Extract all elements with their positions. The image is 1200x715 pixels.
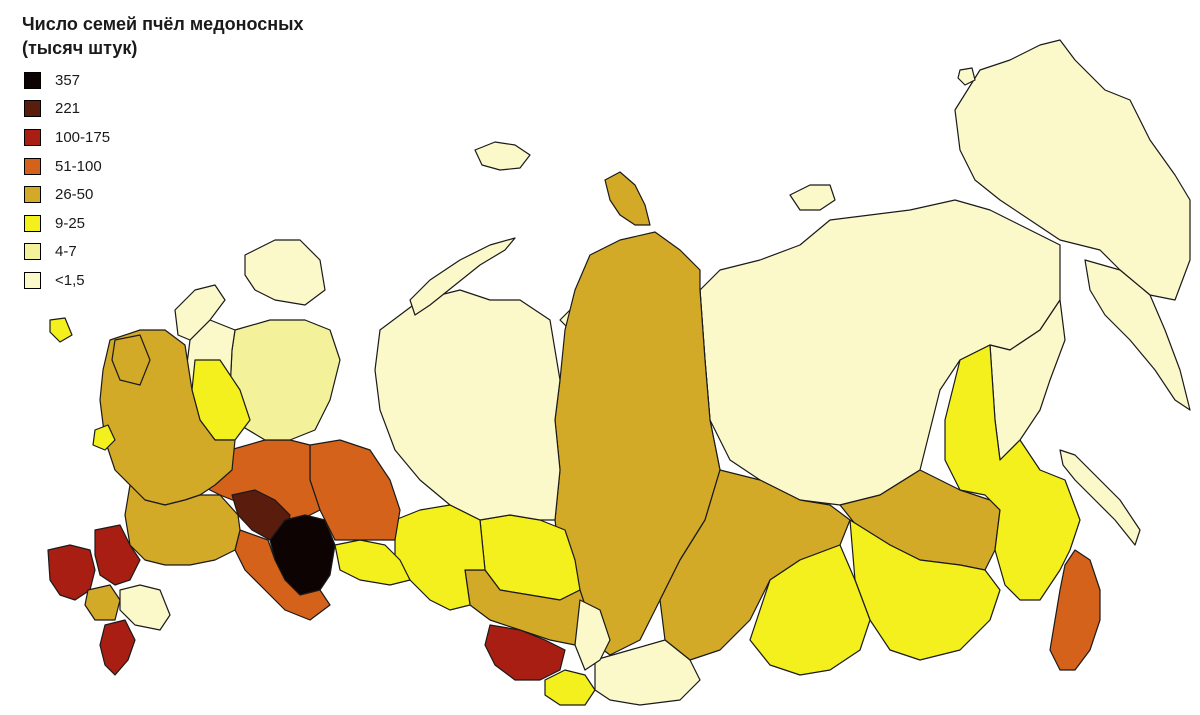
- legend-swatch: [24, 271, 41, 289]
- region-kola-islet[interactable]: [49, 317, 73, 343]
- legend-swatch: [24, 157, 41, 175]
- legend-swatch: [24, 186, 41, 204]
- region-kaliningrad[interactable]: [92, 424, 116, 451]
- legend-item: 100-175: [24, 123, 110, 152]
- legend-item: 9-25: [24, 209, 110, 238]
- region-tyva[interactable]: [594, 639, 701, 706]
- region-wrangel[interactable]: [957, 67, 976, 86]
- region-volga[interactable]: [124, 484, 241, 566]
- region-buryatia[interactable]: [749, 544, 871, 676]
- region-altai-rep[interactable]: [544, 669, 596, 706]
- legend-label: 100-175: [55, 128, 111, 146]
- legend-swatch: [24, 100, 41, 118]
- region-kalmykia[interactable]: [119, 584, 171, 631]
- legend-label: 51-100: [55, 157, 102, 175]
- region-khakasia[interactable]: [574, 599, 611, 671]
- region-murmansk[interactable]: [244, 239, 326, 306]
- legend-label: 221: [55, 100, 81, 118]
- title-line-1: Число семей пчёл медоносных: [22, 14, 304, 34]
- legend-swatch: [24, 243, 41, 261]
- map-title: Число семей пчёл медоносных (тысяч штук): [22, 12, 304, 60]
- region-severnaya-zemlya[interactable]: [604, 171, 651, 226]
- region-stavropol[interactable]: [84, 584, 121, 621]
- region-franz-josef[interactable]: [474, 141, 531, 171]
- region-pskov-leningrad[interactable]: [111, 334, 151, 386]
- legend-item: 4-7: [24, 238, 110, 267]
- region-orenburg-samara[interactable]: [234, 529, 331, 621]
- regions-layer: [47, 39, 1191, 706]
- region-irkutsk[interactable]: [659, 469, 851, 661]
- legend: 357 221 100-175 51-100 26-50 9-25 4-7 <1…: [24, 66, 110, 295]
- legend-swatch: [24, 128, 41, 146]
- region-rostov-volgograd[interactable]: [94, 524, 141, 586]
- legend-label: 26-50: [55, 186, 94, 204]
- legend-label: 9-25: [55, 214, 86, 232]
- region-karelia[interactable]: [174, 284, 226, 341]
- legend-swatch: [24, 214, 41, 232]
- legend-item: 51-100: [24, 152, 110, 181]
- legend-label: 357: [55, 71, 81, 89]
- legend-swatch: [24, 71, 41, 89]
- region-primorye[interactable]: [1049, 549, 1101, 671]
- legend-label: <1,5: [55, 271, 85, 289]
- region-new-siberian[interactable]: [789, 184, 836, 211]
- region-ural-north[interactable]: [374, 289, 561, 521]
- region-novaya-zemlya[interactable]: [409, 237, 516, 316]
- region-chelyabinsk-kurgan[interactable]: [334, 539, 411, 586]
- legend-item: 26-50: [24, 180, 110, 209]
- legend-item: 357: [24, 66, 110, 95]
- legend-item: <1,5: [24, 266, 110, 295]
- region-far-east-north[interactable]: [954, 39, 1191, 301]
- region-altai-krai[interactable]: [484, 624, 566, 681]
- region-caucasus[interactable]: [99, 619, 136, 676]
- region-sakhalin[interactable]: [1059, 449, 1141, 546]
- title-line-2: (тысяч штук): [22, 38, 138, 58]
- region-khabarovsk-south[interactable]: [944, 344, 1081, 601]
- legend-item: 221: [24, 95, 110, 124]
- legend-label: 4-7: [55, 243, 77, 261]
- region-kamchatka[interactable]: [1084, 259, 1191, 411]
